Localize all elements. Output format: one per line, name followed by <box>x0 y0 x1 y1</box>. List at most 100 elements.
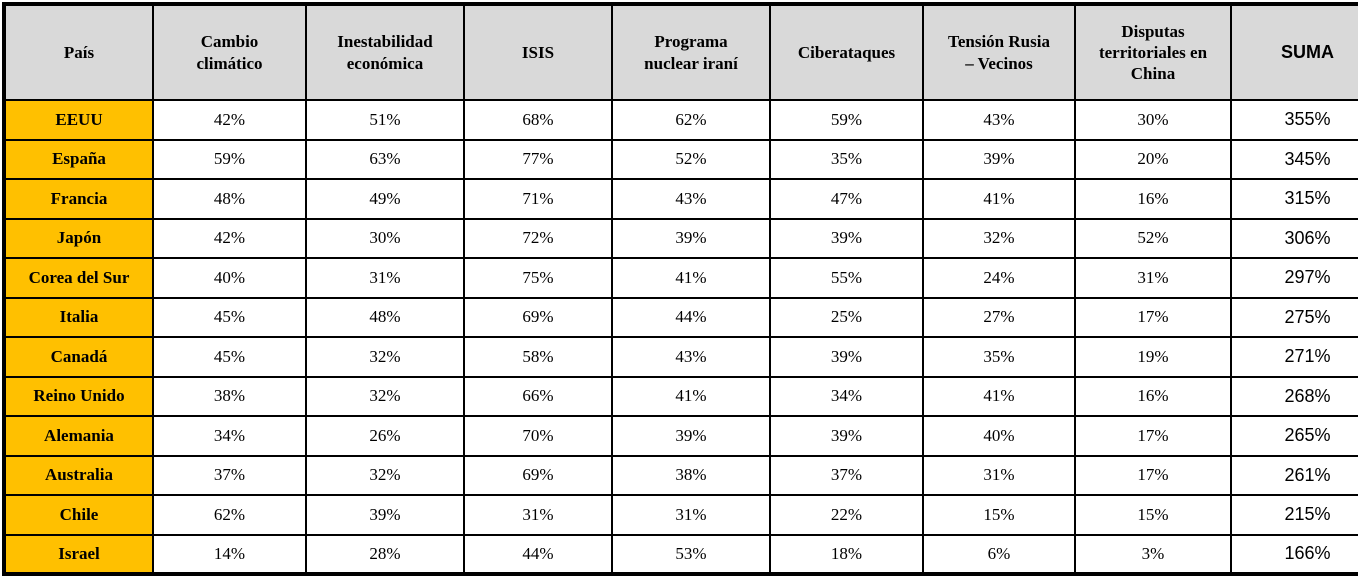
value-cell-isis: 75% <box>463 257 613 299</box>
country-cell: Reino Unido <box>3 375 154 417</box>
suma-cell: 297% <box>1230 257 1358 299</box>
value-cell-ciberataques: 35% <box>769 138 924 180</box>
suma-cell: 265% <box>1230 415 1358 457</box>
value-cell-ciberataques: 39% <box>769 415 924 457</box>
value-cell-programa-nuclear-irani: 43% <box>611 336 771 378</box>
value-cell-programa-nuclear-irani: 41% <box>611 375 771 417</box>
value-cell-disputas-territoriales-china: 31% <box>1074 257 1232 299</box>
country-cell: Corea del Sur <box>3 257 154 299</box>
value-cell-inestabilidad-economica: 32% <box>305 375 465 417</box>
value-cell-programa-nuclear-irani: 62% <box>611 99 771 141</box>
value-cell-tension-rusia-vecinos: 35% <box>922 336 1076 378</box>
value-cell-inestabilidad-economica: 32% <box>305 336 465 378</box>
value-cell-tension-rusia-vecinos: 24% <box>922 257 1076 299</box>
value-cell-isis: 69% <box>463 296 613 338</box>
country-cell: Alemania <box>3 415 154 457</box>
table-row: Francia 48% 49% 71% 43% 47% 41% 16% 315% <box>3 178 1358 220</box>
value-cell-ciberataques: 34% <box>769 375 924 417</box>
table-row: Israel 14% 28% 44% 53% 18% 6% 3% 166% <box>3 533 1358 575</box>
value-cell-isis: 58% <box>463 336 613 378</box>
value-cell-tension-rusia-vecinos: 41% <box>922 375 1076 417</box>
value-cell-cambio-climatico: 42% <box>152 99 307 141</box>
value-cell-isis: 31% <box>463 494 613 536</box>
value-cell-cambio-climatico: 34% <box>152 415 307 457</box>
value-cell-disputas-territoriales-china: 20% <box>1074 138 1232 180</box>
value-cell-tension-rusia-vecinos: 40% <box>922 415 1076 457</box>
value-cell-isis: 68% <box>463 99 613 141</box>
value-cell-disputas-territoriales-china: 52% <box>1074 217 1232 259</box>
value-cell-ciberataques: 37% <box>769 454 924 496</box>
value-cell-isis: 71% <box>463 178 613 220</box>
table-row: Reino Unido 38% 32% 66% 41% 34% 41% 16% 268% <box>3 375 1358 417</box>
table-row: EEUU 42% 51% 68% 62% 59% 43% 30% 355% <box>3 99 1358 141</box>
value-cell-ciberataques: 55% <box>769 257 924 299</box>
country-cell: Australia <box>3 454 154 496</box>
table-row: Australia 37% 32% 69% 38% 37% 31% 17% 261% <box>3 454 1358 496</box>
suma-cell: 345% <box>1230 138 1358 180</box>
value-cell-cambio-climatico: 37% <box>152 454 307 496</box>
value-cell-inestabilidad-economica: 49% <box>305 178 465 220</box>
value-cell-ciberataques: 39% <box>769 336 924 378</box>
value-cell-ciberataques: 47% <box>769 178 924 220</box>
column-header-isis: ISIS <box>463 3 613 101</box>
column-header-pais: País <box>3 3 154 101</box>
value-cell-isis: 70% <box>463 415 613 457</box>
value-cell-ciberataques: 18% <box>769 533 924 575</box>
table-row: Japón 42% 30% 72% 39% 39% 32% 52% 306% <box>3 217 1358 259</box>
country-cell: Francia <box>3 178 154 220</box>
value-cell-programa-nuclear-irani: 39% <box>611 217 771 259</box>
header-row: País Cambio climático Inestabilidad económ… <box>3 3 1358 101</box>
suma-cell: 306% <box>1230 217 1358 259</box>
table-row: Italia 45% 48% 69% 44% 25% 27% 17% 275% <box>3 296 1358 338</box>
suma-cell: 275% <box>1230 296 1358 338</box>
table-row: Chile 62% 39% 31% 31% 22% 15% 15% 215% <box>3 494 1358 536</box>
value-cell-programa-nuclear-irani: 38% <box>611 454 771 496</box>
column-header-disputas-territoriales-china: Disputas territoriales en China <box>1074 3 1232 101</box>
column-header-suma: SUMA <box>1230 3 1358 101</box>
value-cell-tension-rusia-vecinos: 43% <box>922 99 1076 141</box>
column-header-programa-nuclear-irani: Programa nuclear iraní <box>611 3 771 101</box>
value-cell-disputas-territoriales-china: 16% <box>1074 375 1232 417</box>
value-cell-disputas-territoriales-china: 19% <box>1074 336 1232 378</box>
value-cell-cambio-climatico: 59% <box>152 138 307 180</box>
value-cell-inestabilidad-economica: 51% <box>305 99 465 141</box>
value-cell-programa-nuclear-irani: 52% <box>611 138 771 180</box>
value-cell-cambio-climatico: 45% <box>152 296 307 338</box>
value-cell-disputas-territoriales-china: 3% <box>1074 533 1232 575</box>
suma-cell: 215% <box>1230 494 1358 536</box>
value-cell-programa-nuclear-irani: 39% <box>611 415 771 457</box>
value-cell-tension-rusia-vecinos: 32% <box>922 217 1076 259</box>
value-cell-ciberataques: 25% <box>769 296 924 338</box>
country-cell: EEUU <box>3 99 154 141</box>
value-cell-cambio-climatico: 62% <box>152 494 307 536</box>
value-cell-programa-nuclear-irani: 31% <box>611 494 771 536</box>
table-row: Canadá 45% 32% 58% 43% 39% 35% 19% 271% <box>3 336 1358 378</box>
value-cell-tension-rusia-vecinos: 27% <box>922 296 1076 338</box>
country-cell: Israel <box>3 533 154 575</box>
suma-cell: 315% <box>1230 178 1358 220</box>
value-cell-programa-nuclear-irani: 41% <box>611 257 771 299</box>
value-cell-tension-rusia-vecinos: 6% <box>922 533 1076 575</box>
suma-cell: 261% <box>1230 454 1358 496</box>
value-cell-disputas-territoriales-china: 16% <box>1074 178 1232 220</box>
value-cell-inestabilidad-economica: 39% <box>305 494 465 536</box>
table-row: Corea del Sur 40% 31% 75% 41% 55% 24% 31% 297% <box>3 257 1358 299</box>
column-header-tension-rusia-vecinos: Tensión Rusia – Vecinos <box>922 3 1076 101</box>
country-cell: Canadá <box>3 336 154 378</box>
value-cell-disputas-territoriales-china: 17% <box>1074 415 1232 457</box>
table-row: Alemania 34% 26% 70% 39% 39% 40% 17% 265% <box>3 415 1358 457</box>
suma-cell: 268% <box>1230 375 1358 417</box>
value-cell-inestabilidad-economica: 31% <box>305 257 465 299</box>
table-body: EEUU 42% 51% 68% 62% 59% 43% 30% 355% España 59% 63… <box>3 99 1358 575</box>
country-cell: España <box>3 138 154 180</box>
value-cell-disputas-territoriales-china: 15% <box>1074 494 1232 536</box>
value-cell-tension-rusia-vecinos: 39% <box>922 138 1076 180</box>
country-cell: Italia <box>3 296 154 338</box>
value-cell-cambio-climatico: 45% <box>152 336 307 378</box>
value-cell-inestabilidad-economica: 26% <box>305 415 465 457</box>
value-cell-ciberataques: 22% <box>769 494 924 536</box>
value-cell-inestabilidad-economica: 32% <box>305 454 465 496</box>
country-cell: Japón <box>3 217 154 259</box>
value-cell-isis: 44% <box>463 533 613 575</box>
